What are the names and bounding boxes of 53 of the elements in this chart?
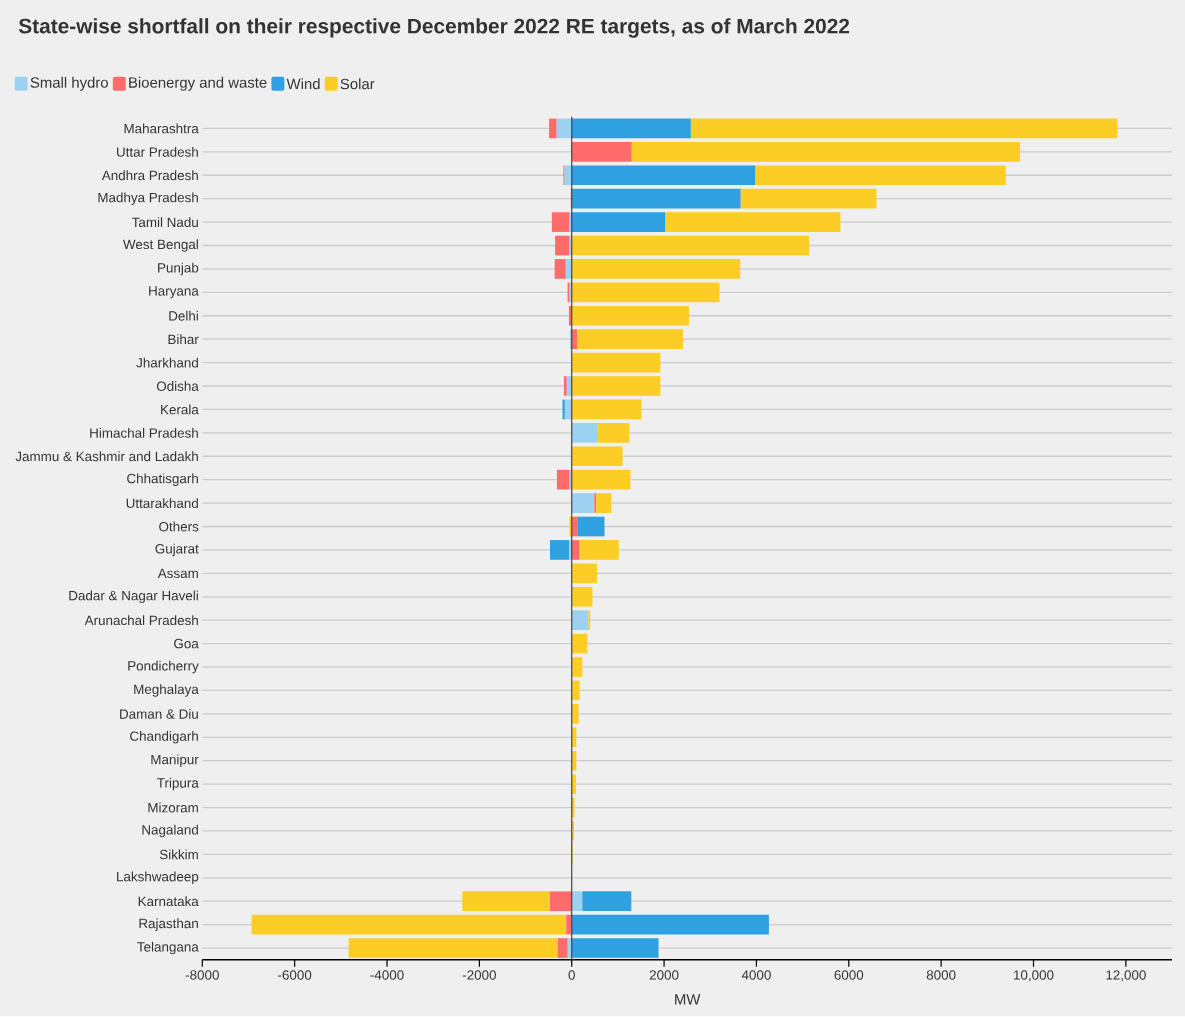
y-tick-label: Himachal Pradesh <box>90 428 198 438</box>
y-tick-label: Mizoram <box>148 802 198 813</box>
y-tick-label: Pondicherry <box>128 660 199 674</box>
y-tick-label: Gujarat <box>155 543 199 557</box>
y-tick-label: Jammu & Kashmir and Ladakh <box>15 451 198 462</box>
y-tick-label: Uttar Pradesh <box>117 147 198 157</box>
y-tick-label: Punjab <box>158 262 199 276</box>
y-tick-label: Manipur <box>151 754 199 768</box>
legend-label: Bioenergy and waste <box>129 77 267 91</box>
x-tick-label: 0 <box>568 970 575 980</box>
y-tick-label: Assam <box>157 568 198 579</box>
x-tick-label: -2000 <box>462 970 496 980</box>
x-tick-label: -6000 <box>278 970 312 980</box>
y-tick-label: Sikkim <box>159 849 198 860</box>
y-tick-label: Meghalaya <box>134 684 199 697</box>
y-tick-label: West Bengal <box>123 239 198 252</box>
y-tick-label: Others <box>159 521 199 532</box>
x-tick-label: 4000 <box>741 970 771 980</box>
y-tick-label: Chhatisgarh <box>127 473 198 487</box>
x-tick-label: -8000 <box>185 970 219 980</box>
x-axis-title: MW <box>675 994 701 1005</box>
y-tick-label: Delhi <box>169 311 198 321</box>
y-tick-label: Jharkhand <box>136 357 198 368</box>
y-tick-label: Kerala <box>161 404 199 415</box>
x-tick-label: 2000 <box>649 970 679 980</box>
y-tick-label: Karnataka <box>138 896 199 907</box>
y-tick-label: Telangana <box>137 941 199 955</box>
x-tick-label: 10,000 <box>1014 970 1054 982</box>
y-tick-label: Maharashtra <box>124 123 199 134</box>
y-tick-label: Bihar <box>168 334 199 345</box>
y-tick-label: Rajasthan <box>139 918 198 932</box>
y-tick-label: Nagaland <box>142 824 198 838</box>
y-tick-label: Madhya Pradesh <box>98 192 198 206</box>
x-tick-label: -4000 <box>370 970 404 980</box>
y-tick-label: Uttarakhand <box>126 498 198 509</box>
y-tick-label: Andhra Pradesh <box>101 170 198 181</box>
chart-title: State-wise shortfall on their respective December 2022 RE targets, as of March 2022 <box>18 18 850 38</box>
legend-label: Solar <box>340 78 375 90</box>
y-tick-label: Haryana <box>149 286 199 299</box>
y-tick-label: Lakshwadeep <box>117 871 199 885</box>
x-tick-label: 8000 <box>926 970 956 980</box>
y-tick-label: Tamil Nadu <box>131 217 198 228</box>
y-tick-label: Daman & Diu <box>120 709 198 719</box>
y-tick-label: Dadar & Nagar Haveli <box>69 590 198 604</box>
legend-label: Small hydro <box>30 77 108 91</box>
y-tick-label: Goa <box>174 639 199 649</box>
x-tick-label: 12,000 <box>1106 970 1146 982</box>
y-tick-label: Chandigarh <box>130 731 198 744</box>
y-tick-label: Odisha <box>156 381 199 392</box>
y-tick-label: Tripura <box>157 778 199 791</box>
legend-label: Wind <box>286 78 320 90</box>
y-tick-label: Arunachal Pradesh <box>84 615 198 626</box>
x-tick-label: 6000 <box>834 970 864 980</box>
